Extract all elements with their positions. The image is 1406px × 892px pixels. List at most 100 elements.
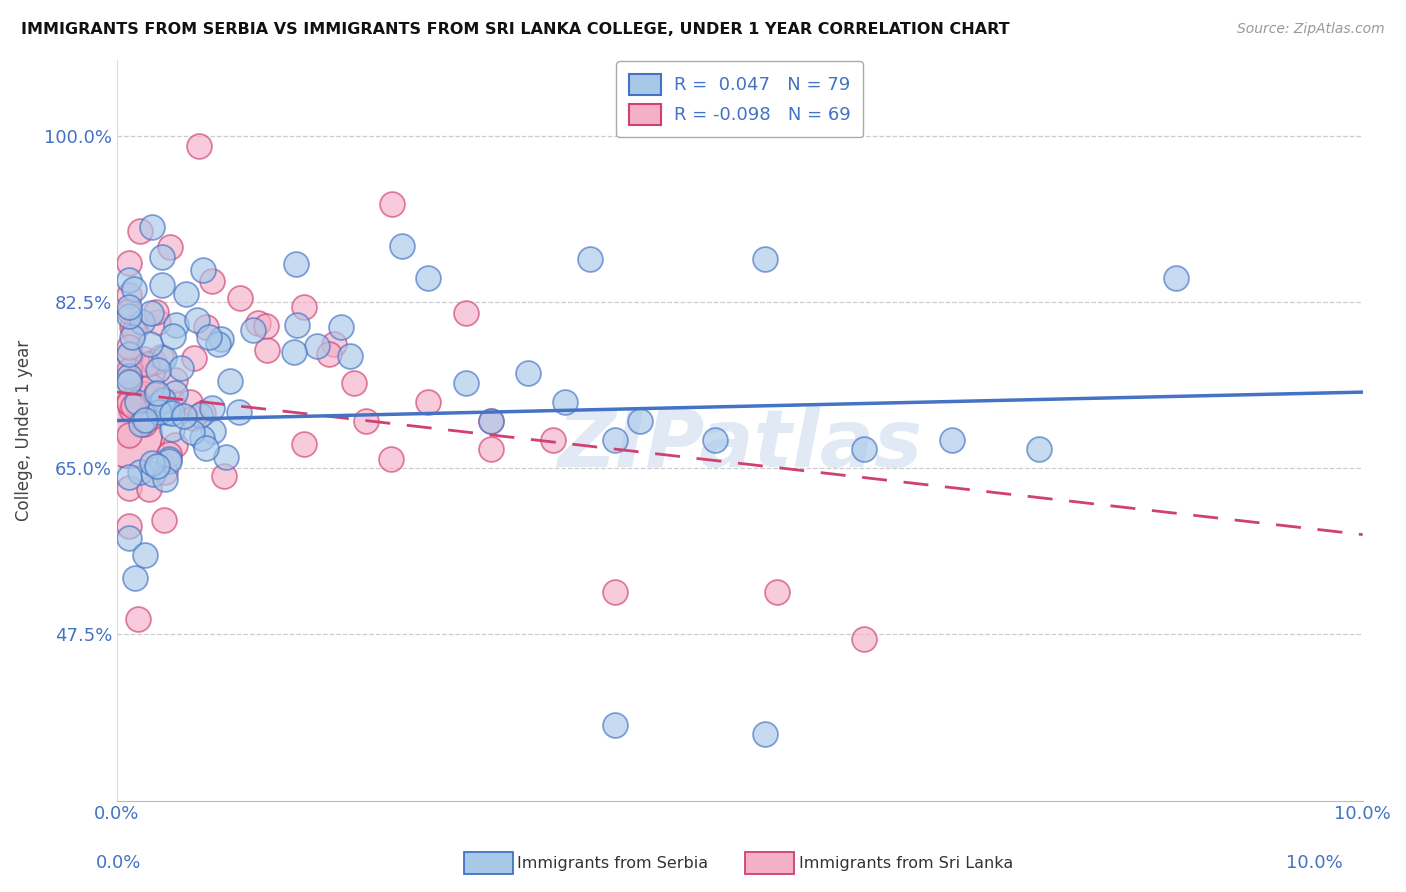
Point — [173, 409, 195, 424]
Point — [125, 394, 148, 409]
Point — [181, 411, 204, 425]
Legend: R =  0.047   N = 79, R = -0.098   N = 69: R = 0.047 N = 79, R = -0.098 N = 69 — [616, 62, 863, 137]
Point — [150, 278, 173, 293]
Point — [391, 239, 413, 253]
Point — [187, 139, 209, 153]
Point — [118, 347, 141, 361]
Point — [142, 467, 165, 481]
Point — [118, 394, 141, 409]
Point — [118, 301, 141, 315]
Point — [135, 357, 157, 371]
Point — [853, 442, 876, 456]
Point — [143, 355, 166, 369]
Point — [202, 424, 225, 438]
Point — [118, 340, 141, 354]
Point — [153, 351, 176, 365]
Point — [141, 220, 163, 235]
Point — [198, 329, 221, 343]
Point — [138, 337, 160, 351]
Point — [165, 318, 187, 333]
Point — [1164, 271, 1187, 285]
Point — [247, 316, 270, 330]
Point — [229, 292, 252, 306]
Point — [118, 273, 141, 287]
Point — [318, 347, 340, 361]
Point — [191, 431, 214, 445]
Text: IMMIGRANTS FROM SERBIA VS IMMIGRANTS FROM SRI LANKA COLLEGE, UNDER 1 YEAR CORREL: IMMIGRANTS FROM SERBIA VS IMMIGRANTS FRO… — [21, 22, 1010, 37]
Point — [129, 465, 152, 479]
Point — [256, 343, 278, 358]
Point — [146, 363, 169, 377]
Point — [118, 374, 141, 388]
Point — [418, 271, 440, 285]
Point — [157, 451, 180, 466]
Point — [121, 320, 143, 334]
Point — [285, 257, 308, 271]
Point — [163, 438, 186, 452]
Point — [118, 518, 141, 533]
Point — [215, 450, 238, 465]
Point — [121, 329, 143, 343]
Point — [132, 387, 155, 401]
Point — [134, 413, 156, 427]
Point — [134, 351, 156, 366]
Point — [191, 263, 214, 277]
Point — [129, 417, 152, 431]
Point — [209, 332, 232, 346]
Point — [186, 313, 208, 327]
Point — [124, 386, 146, 401]
Point — [163, 385, 186, 400]
Point — [156, 405, 179, 419]
Point — [201, 401, 224, 416]
Point — [179, 394, 201, 409]
Point — [118, 256, 141, 270]
Text: 0.0%: 0.0% — [96, 855, 141, 872]
Point — [118, 481, 141, 495]
Point — [159, 240, 181, 254]
Point — [139, 379, 162, 393]
Point — [285, 318, 308, 333]
Point — [322, 337, 344, 351]
Point — [195, 441, 218, 455]
Point — [118, 395, 141, 409]
Text: Immigrants from Serbia: Immigrants from Serbia — [517, 856, 709, 871]
Point — [292, 437, 315, 451]
Point — [128, 223, 150, 237]
Point — [1028, 442, 1050, 456]
Point — [162, 329, 184, 343]
Point — [145, 386, 167, 401]
Point — [120, 401, 142, 416]
Point — [174, 287, 197, 301]
Point — [292, 300, 315, 314]
Point — [541, 433, 564, 447]
Point — [479, 414, 502, 428]
Point — [169, 361, 191, 376]
Point — [554, 394, 576, 409]
Point — [853, 632, 876, 646]
Point — [148, 405, 170, 419]
Point — [339, 350, 361, 364]
Point — [118, 470, 141, 484]
Point — [157, 447, 180, 461]
Point — [122, 281, 145, 295]
Point — [479, 442, 502, 456]
Point — [122, 400, 145, 414]
Point — [134, 548, 156, 562]
Point — [703, 433, 725, 447]
Text: Immigrants from Sri Lanka: Immigrants from Sri Lanka — [799, 856, 1012, 871]
Point — [181, 425, 204, 440]
Point — [118, 369, 141, 384]
Point — [188, 408, 211, 422]
Point — [766, 584, 789, 599]
Point — [118, 288, 141, 302]
Point — [150, 350, 173, 364]
Point — [605, 717, 627, 731]
Point — [212, 468, 235, 483]
Point — [139, 305, 162, 319]
Point — [605, 433, 627, 447]
Point — [146, 458, 169, 473]
Point — [941, 433, 963, 447]
Point — [162, 395, 184, 409]
Point — [191, 406, 214, 420]
Point — [579, 252, 602, 266]
